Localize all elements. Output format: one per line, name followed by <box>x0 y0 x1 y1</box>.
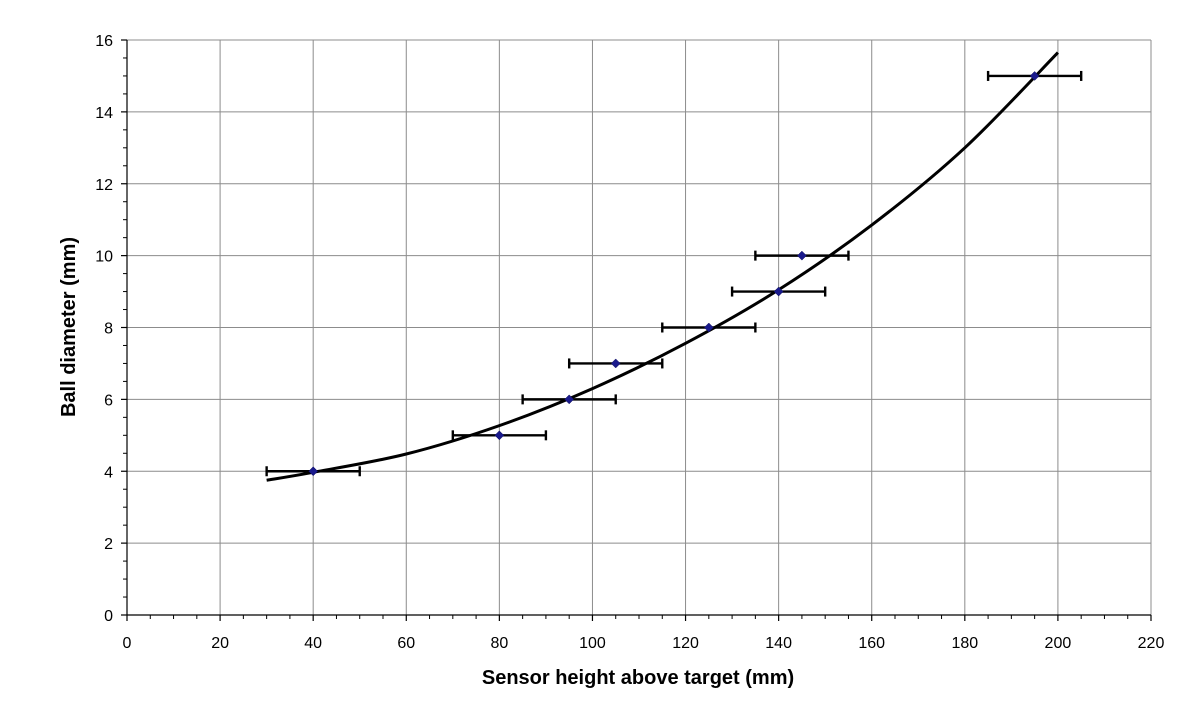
x-tick-label: 40 <box>304 635 322 652</box>
x-tick-label: 100 <box>579 635 606 652</box>
x-tick-label: 20 <box>211 635 229 652</box>
x-axis-title: Sensor height above target (mm) <box>482 667 794 689</box>
data-point-marker <box>1029 71 1040 81</box>
x-tick-label: 80 <box>490 635 508 652</box>
data-point-marker <box>610 358 621 369</box>
data-point-marker <box>797 250 807 261</box>
x-tick-label: 180 <box>951 635 978 652</box>
x-tick-label: 200 <box>1045 635 1072 652</box>
axes <box>121 39 1152 621</box>
trendline-layer <box>266 51 1059 482</box>
y-tick-label: 6 <box>104 392 113 409</box>
x-tick-label: 140 <box>765 635 792 652</box>
y-tick-label: 0 <box>104 608 113 625</box>
y-tick-label: 12 <box>95 177 113 194</box>
y-tick-label: 14 <box>95 105 113 122</box>
y-tick-label: 4 <box>104 464 113 481</box>
data-point-marker <box>773 286 784 297</box>
error-bars <box>265 70 1083 477</box>
x-tick-label: 0 <box>123 635 132 652</box>
y-tick-label: 2 <box>104 536 113 553</box>
data-point-marker <box>564 394 575 405</box>
y-tick-label: 16 <box>95 33 113 50</box>
x-tick-label: 160 <box>858 635 885 652</box>
data-point-marker <box>703 322 714 333</box>
data-point-marker <box>308 466 319 477</box>
y-tick-label: 8 <box>104 321 113 338</box>
x-tick-label: 120 <box>672 635 699 652</box>
tick-labels: 0 20 40 60 80 100 120 140 160 180 200 220 0 2 4 6 8 10 12 1… <box>95 33 1164 652</box>
data-point-marker <box>494 430 505 441</box>
x-tick-label: 60 <box>397 635 415 652</box>
trendline-curve <box>266 51 1059 482</box>
data-points <box>308 71 1040 477</box>
x-tick-label: 220 <box>1138 635 1165 652</box>
y-tick-label: 10 <box>95 249 113 266</box>
y-axis-title: Ball diameter (mm) <box>58 237 80 417</box>
grid <box>127 39 1152 615</box>
